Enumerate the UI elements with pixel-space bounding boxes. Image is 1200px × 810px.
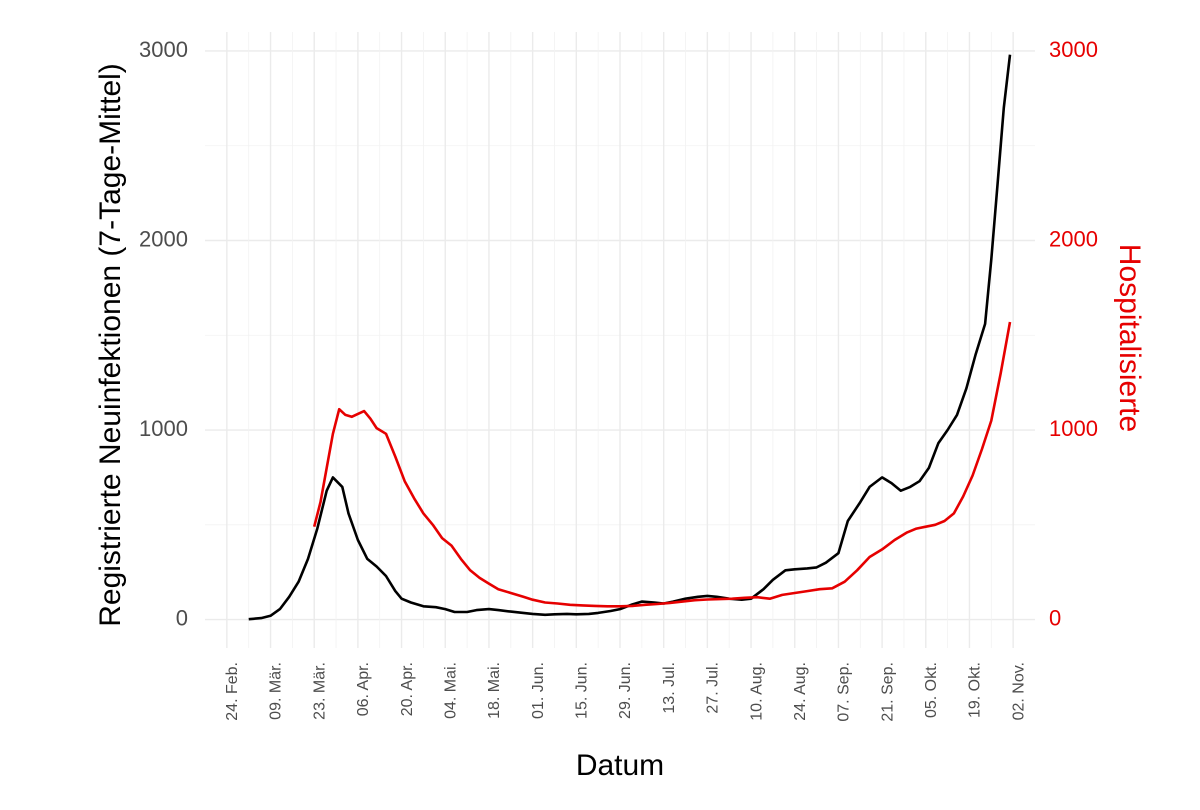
- y2-axis-title: Hospitalisierte: [1113, 244, 1146, 432]
- x-tick-label: 10. Aug.: [748, 662, 765, 721]
- y2-axis-ticks: 0 1000 2000 3000: [1049, 37, 1098, 631]
- x-tick-label: 06. Apr.: [355, 662, 372, 716]
- x-tick-label: 24. Aug.: [792, 662, 809, 721]
- x-tick-label: 29. Jun.: [617, 662, 634, 719]
- x-axis-title: Datum: [576, 749, 664, 782]
- x-tick-label: 15. Jun.: [574, 662, 591, 719]
- x-tick-label: 04. Mai.: [442, 662, 459, 719]
- y2-tick-label: 3000: [1049, 37, 1098, 62]
- x-tick-label: 21. Sep.: [879, 662, 896, 722]
- series-line-hospitalisierte: [312, 321, 1012, 608]
- x-tick-label: 27. Jul.: [705, 662, 722, 714]
- y-axis-ticks: 0 1000 2000 3000: [139, 37, 188, 631]
- x-tick-label: 18. Mai.: [486, 662, 503, 719]
- y-tick-label: 3000: [139, 37, 188, 62]
- series-layer: [248, 54, 1012, 621]
- x-tick-label: 01. Jun.: [530, 662, 547, 719]
- x-tick-label: 20. Apr.: [399, 662, 416, 716]
- y-tick-label: 1000: [139, 416, 188, 441]
- grid: [205, 32, 1035, 648]
- y2-tick-label: 0: [1049, 605, 1061, 630]
- y-axis-title: Registrierte Neuinfektionen (7-Tage-Mitt…: [94, 63, 127, 627]
- series-line-neuinfektionen: [248, 54, 1012, 621]
- y-tick-label: 2000: [139, 226, 188, 251]
- y-tick-label: 0: [176, 605, 188, 630]
- x-tick-label: 13. Jul.: [661, 662, 678, 714]
- y2-tick-label: 1000: [1049, 416, 1098, 441]
- y2-tick-label: 2000: [1049, 226, 1098, 251]
- x-tick-label: 02. Nov.: [1010, 662, 1027, 720]
- x-tick-label: 19. Okt.: [967, 662, 984, 718]
- x-tick-label: 05. Okt.: [923, 662, 940, 718]
- x-axis-ticks: 24. Feb. 09. Mär. 23. Mär. 06. Apr. 20. Apr.…: [224, 662, 1027, 722]
- x-tick-label: 07. Sep.: [836, 662, 853, 722]
- x-tick-label: 09. Mär.: [268, 662, 285, 720]
- x-tick-label: 23. Mär.: [311, 662, 328, 720]
- x-tick-label: 24. Feb.: [224, 662, 241, 721]
